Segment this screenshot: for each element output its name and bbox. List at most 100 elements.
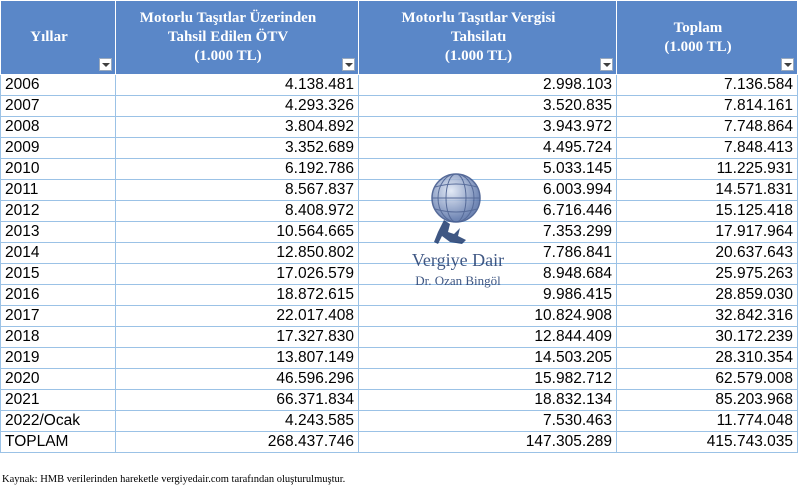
value-cell: 7.814.161 <box>616 95 798 117</box>
value-cell: 15.982.712 <box>358 368 617 390</box>
table-row: 2009 3.352.689 4.495.724 7.848.413 <box>0 137 798 159</box>
value-cell: 7.786.841 <box>358 242 617 264</box>
table-row: 2012 8.408.972 6.716.446 15.125.418 <box>0 200 798 222</box>
column-header-line: Tahsilatı <box>450 29 507 45</box>
year-cell: 2017 <box>0 305 116 327</box>
value-cell: 4.243.585 <box>115 410 359 432</box>
value-cell: 8.567.837 <box>115 179 359 201</box>
value-cell: 3.943.972 <box>358 116 617 138</box>
column-header-0: Yıllar <box>0 0 116 75</box>
year-cell: 2016 <box>0 284 116 306</box>
value-cell: 4.293.326 <box>115 95 359 117</box>
table-row: 2020 46.596.296 15.982.712 62.579.008 <box>0 368 798 390</box>
table-row: 2014 12.850.802 7.786.841 20.637.643 <box>0 242 798 264</box>
table-row: 2018 17.327.830 12.844.409 30.172.239 <box>0 326 798 348</box>
year-cell: 2008 <box>0 116 116 138</box>
value-cell: 415.743.035 <box>616 431 798 453</box>
value-cell: 6.192.786 <box>115 158 359 180</box>
value-cell: 4.495.724 <box>358 137 617 159</box>
year-cell: 2019 <box>0 347 116 369</box>
table-row: 2011 8.567.837 6.003.994 14.571.831 <box>0 179 798 201</box>
value-cell: 17.327.830 <box>115 326 359 348</box>
value-cell: 12.844.409 <box>358 326 617 348</box>
year-cell: 2007 <box>0 95 116 117</box>
value-cell: 25.975.263 <box>616 263 798 285</box>
value-cell: 268.437.746 <box>115 431 359 453</box>
year-cell: TOPLAM <box>0 431 116 453</box>
value-cell: 8.948.684 <box>358 263 617 285</box>
value-cell: 46.596.296 <box>115 368 359 390</box>
filter-dropdown-icon[interactable] <box>342 58 355 71</box>
filter-dropdown-icon[interactable] <box>781 58 794 71</box>
source-note: Kaynak: HMB verilerinden hareketle vergi… <box>2 474 346 485</box>
value-cell: 30.172.239 <box>616 326 798 348</box>
value-cell: 3.352.689 <box>115 137 359 159</box>
table-row: 2010 6.192.786 5.033.145 11.225.931 <box>0 158 798 180</box>
value-cell: 7.748.864 <box>616 116 798 138</box>
value-cell: 85.203.968 <box>616 389 798 411</box>
column-header-line: Yıllar <box>30 29 68 45</box>
filter-dropdown-icon[interactable] <box>99 58 112 71</box>
table-row: 2016 18.872.615 9.986.415 28.859.030 <box>0 284 798 306</box>
value-cell: 6.003.994 <box>358 179 617 201</box>
value-cell: 10.824.908 <box>358 305 617 327</box>
column-header-3: Toplam (1.000 TL) <box>616 0 798 75</box>
value-cell: 9.986.415 <box>358 284 617 306</box>
year-cell: 2015 <box>0 263 116 285</box>
value-cell: 18.872.615 <box>115 284 359 306</box>
year-cell: 2006 <box>0 74 116 96</box>
value-cell: 3.804.892 <box>115 116 359 138</box>
value-cell: 22.017.408 <box>115 305 359 327</box>
column-header-line: (1.000 TL) <box>194 48 262 64</box>
year-cell: 2022/Ocak <box>0 410 116 432</box>
column-header-line: Tahsil Edilen ÖTV <box>167 29 289 45</box>
table-row: 2007 4.293.326 3.520.835 7.814.161 <box>0 95 798 117</box>
year-cell: 2014 <box>0 242 116 264</box>
value-cell: 66.371.834 <box>115 389 359 411</box>
header-row: Yıllar Motorlu Taşıtlar Üzerinden Tahsil E… <box>0 0 798 75</box>
year-cell: 2013 <box>0 221 116 243</box>
value-cell: 3.520.835 <box>358 95 617 117</box>
table-row: 2013 10.564.665 7.353.299 17.917.964 <box>0 221 798 243</box>
year-cell: 2018 <box>0 326 116 348</box>
table-row: 2006 4.138.481 2.998.103 7.136.584 <box>0 74 798 96</box>
value-cell: 14.571.831 <box>616 179 798 201</box>
value-cell: 12.850.802 <box>115 242 359 264</box>
table-row: 2022/Ocak 4.243.585 7.530.463 11.774.048 <box>0 410 798 432</box>
column-header-line: Toplam <box>673 19 723 36</box>
value-cell: 7.136.584 <box>616 74 798 96</box>
value-cell: 7.530.463 <box>358 410 617 432</box>
value-cell: 10.564.665 <box>115 221 359 243</box>
column-header-line: (1.000 TL) <box>664 38 732 55</box>
table-body: 2006 4.138.481 2.998.103 7.136.584 2007 4.293… <box>0 74 798 453</box>
value-cell: 11.225.931 <box>616 158 798 180</box>
column-header-line: Motorlu Taşıtlar Vergisi <box>401 10 556 26</box>
column-header-line: (1.000 TL) <box>444 48 513 64</box>
total-row: TOPLAM 268.437.746 147.305.289 415.743.035 <box>0 431 798 453</box>
filter-dropdown-icon[interactable] <box>600 58 613 71</box>
value-cell: 20.637.643 <box>616 242 798 264</box>
year-cell: 2009 <box>0 137 116 159</box>
value-cell: 28.859.030 <box>616 284 798 306</box>
value-cell: 5.033.145 <box>358 158 617 180</box>
value-cell: 11.774.048 <box>616 410 798 432</box>
table-row: 2021 66.371.834 18.832.134 85.203.968 <box>0 389 798 411</box>
column-header-line: Motorlu Taşıtlar Üzerinden <box>139 10 317 26</box>
table-row: 2008 3.804.892 3.943.972 7.748.864 <box>0 116 798 138</box>
value-cell: 17.026.579 <box>115 263 359 285</box>
value-cell: 28.310.354 <box>616 347 798 369</box>
column-header-2: Motorlu Taşıtlar Vergisi Tahsilatı (1.000 … <box>358 0 617 75</box>
value-cell: 14.503.205 <box>358 347 617 369</box>
year-cell: 2020 <box>0 368 116 390</box>
value-cell: 2.998.103 <box>358 74 617 96</box>
year-cell: 2021 <box>0 389 116 411</box>
value-cell: 6.716.446 <box>358 200 617 222</box>
year-cell: 2012 <box>0 200 116 222</box>
value-cell: 18.832.134 <box>358 389 617 411</box>
value-cell: 7.848.413 <box>616 137 798 159</box>
year-cell: 2011 <box>0 179 116 201</box>
value-cell: 15.125.418 <box>616 200 798 222</box>
value-cell: 32.842.316 <box>616 305 798 327</box>
year-cell: 2010 <box>0 158 116 180</box>
value-cell: 4.138.481 <box>115 74 359 96</box>
